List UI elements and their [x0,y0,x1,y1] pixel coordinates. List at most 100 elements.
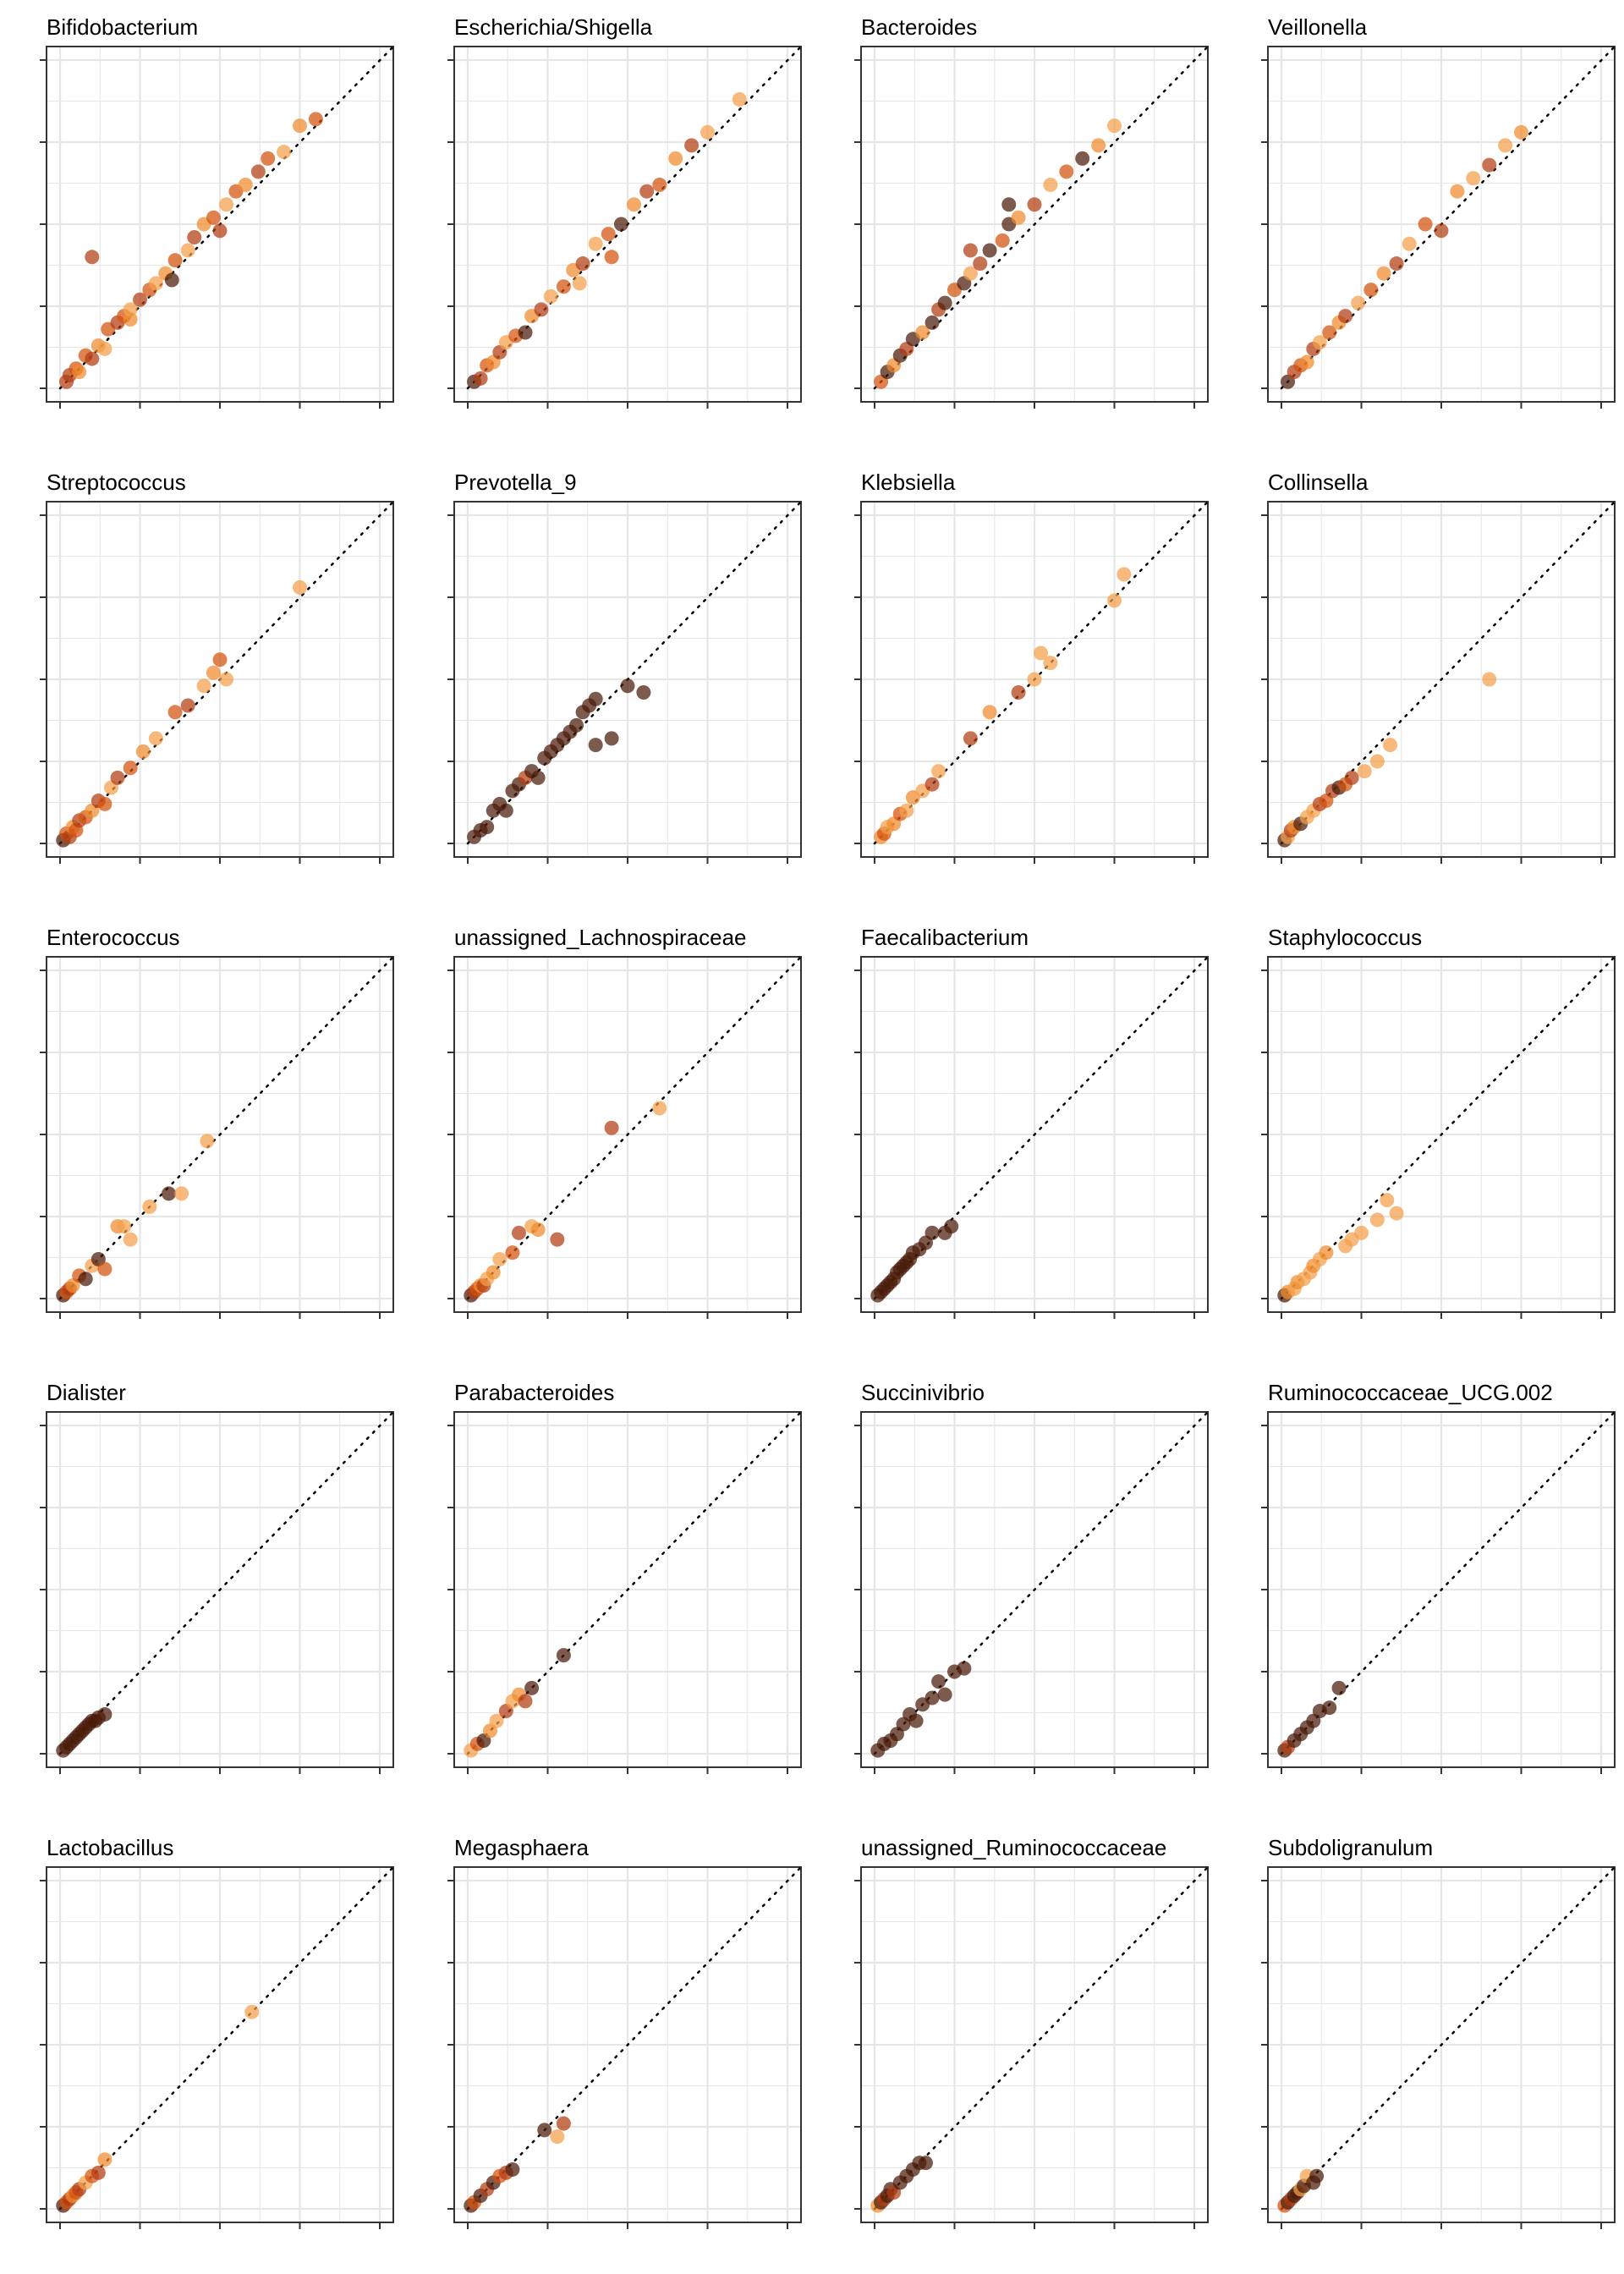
identity-diagonal [466,1865,803,2211]
data-point [931,1674,946,1689]
data-point [908,1713,924,1728]
data-point [1369,1212,1385,1228]
data-point [1091,138,1106,153]
data-point [123,761,138,776]
facet-panel: Prevotella_9 [447,470,803,864]
data-point [489,1713,504,1728]
data-point [1043,177,1058,192]
data-point [1380,1193,1395,1208]
data-point [293,118,307,134]
panel-title: Succinivibrio [861,1380,985,1405]
data-point [604,250,619,265]
data-point [1331,1680,1347,1695]
data-point [1450,184,1465,199]
data-point [668,151,683,166]
data-point [613,217,628,232]
data-point [588,236,603,251]
identity-diagonal [1280,45,1616,390]
data-point [1376,266,1391,281]
panel-title: Staphylococcus [1268,925,1422,950]
data-point [135,744,151,759]
data-point [206,210,221,225]
data-point [569,717,584,733]
facet-panel: Veillonella [1261,14,1616,409]
data-point [250,164,266,179]
data-point [636,685,651,700]
facet-panel: Klebsiella [854,470,1210,864]
identity-diagonal [466,1410,803,1755]
data-point [505,2161,520,2177]
data-point [550,2129,565,2145]
data-point [1027,672,1042,687]
data-point [1383,738,1398,753]
data-point [518,325,533,340]
data-point [238,177,253,192]
identity-diagonal [873,1865,1210,2211]
data-point [924,1690,940,1706]
identity-diagonal [1280,500,1616,845]
facet-panel: Enterococcus [40,925,395,1319]
data-point [97,341,112,356]
data-point [123,312,138,327]
data-point [180,698,195,713]
identity-diagonal [58,1865,395,2211]
data-point [924,1225,940,1240]
data-point [931,764,946,779]
data-point [187,230,202,245]
data-point [550,1232,565,1247]
data-point [473,371,488,386]
identity-diagonal [58,45,395,390]
data-point [575,256,590,272]
panel-title: Faecalibacterium [861,925,1029,950]
data-point [97,1261,112,1277]
panel-title: Enterococcus [47,925,180,950]
identity-diagonal [873,45,1210,390]
data-point [732,92,747,107]
identity-diagonal [58,1410,395,1755]
data-point [627,197,642,212]
data-point [537,2123,552,2138]
panel-title: Veillonella [1268,14,1368,40]
data-point [293,579,307,595]
data-point [200,1134,215,1149]
data-point [219,197,234,212]
identity-diagonal [1280,1865,1616,2211]
data-point [97,1706,112,1722]
data-point [505,1245,520,1261]
data-point [524,1680,540,1695]
data-point [1107,593,1122,608]
data-point [167,253,183,268]
data-point [1312,335,1327,350]
data-point [78,1272,93,1287]
data-point [1482,672,1497,687]
panel-title: Klebsiella [861,470,956,495]
panel-title: Dialister [47,1380,126,1405]
facet-panel: Bifidobacterium [40,14,395,409]
data-point [123,1232,138,1247]
identity-diagonal [1280,1410,1616,1755]
data-point [97,2152,112,2167]
facet-panel: Staphylococcus [1261,925,1616,1319]
data-point [963,243,978,258]
facet-panel: Megasphaera [447,1835,803,2229]
data-point [1418,217,1433,232]
data-point [206,665,221,680]
data-point [572,276,587,291]
facet-panel: unassigned_Lachnospiraceae [447,925,803,1319]
identity-diagonal [873,955,1210,1300]
data-point [543,288,558,304]
facet-panel: Faecalibacterium [854,925,1210,1319]
data-point [1389,1206,1404,1221]
data-point [142,1199,157,1214]
data-point [148,731,163,746]
data-point [308,112,323,127]
data-point [196,678,211,694]
data-point [1107,118,1122,134]
data-point [652,1101,667,1116]
data-point [1389,256,1404,272]
data-point [1363,283,1379,298]
panel-title: Bifidobacterium [47,14,198,40]
data-point [133,292,147,307]
data-point [1338,309,1353,324]
data-point [162,1186,177,1201]
